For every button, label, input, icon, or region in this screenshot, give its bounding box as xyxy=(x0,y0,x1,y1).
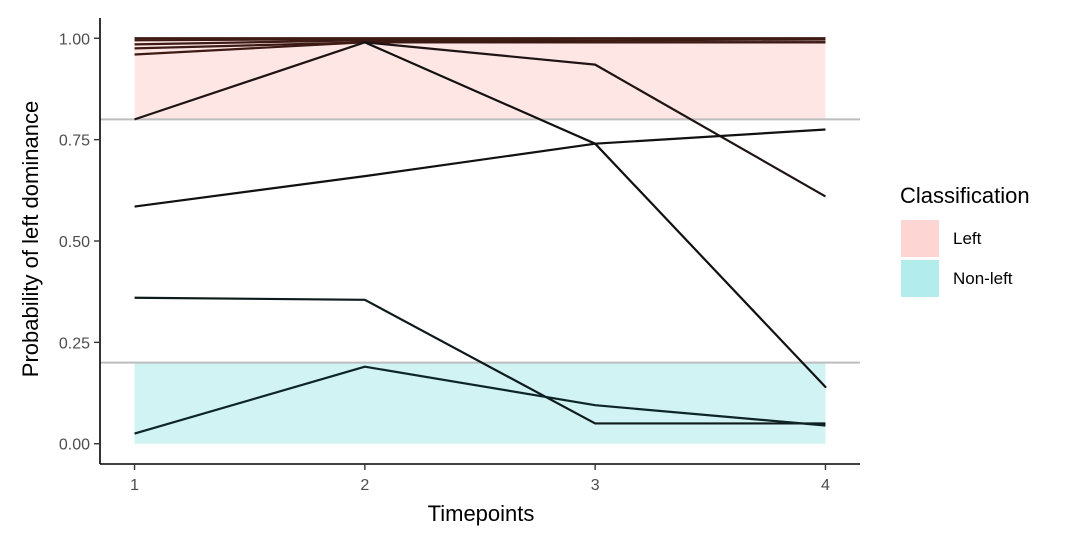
axes xyxy=(94,18,860,470)
x-axis-title: Timepoints xyxy=(428,501,535,526)
legend-label-left: Left xyxy=(953,229,982,248)
y-axis-title: Probability of left dominance xyxy=(18,101,43,377)
tick-labels: 0.00 0.25 0.50 0.75 1.00 1 2 3 4 xyxy=(59,31,830,494)
classification-bands xyxy=(134,38,826,444)
series-segment-2 xyxy=(594,142,827,389)
band-left xyxy=(134,38,826,120)
y-tick-label: 0.00 xyxy=(59,437,90,454)
y-tick-label: 1.00 xyxy=(59,31,90,48)
series-segment-1 xyxy=(363,41,597,145)
series-lines xyxy=(134,37,827,435)
legend-key-left xyxy=(901,220,939,257)
legend-label-non-left: Non-left xyxy=(953,269,1013,288)
series-line-8 xyxy=(134,296,826,425)
series-line-9 xyxy=(134,365,826,435)
series-line-2 xyxy=(134,37,826,42)
series-line-6 xyxy=(134,41,827,198)
y-tick-label: 0.50 xyxy=(59,234,90,251)
x-tick-label: 4 xyxy=(821,477,830,494)
threshold-lines xyxy=(100,118,860,364)
x-tick-label: 2 xyxy=(360,477,369,494)
x-tick-label: 3 xyxy=(591,477,600,494)
series-line-7 xyxy=(134,128,826,208)
x-tick-label: 1 xyxy=(130,477,139,494)
y-tick-label: 0.25 xyxy=(59,335,90,352)
legend: Classification Left Non-left xyxy=(900,183,1030,297)
series-line-5 xyxy=(134,41,826,56)
legend-title: Classification xyxy=(900,183,1030,208)
band-non-left xyxy=(134,362,826,444)
y-tick-label: 0.75 xyxy=(59,133,90,150)
legend-key-non-left xyxy=(901,260,939,297)
